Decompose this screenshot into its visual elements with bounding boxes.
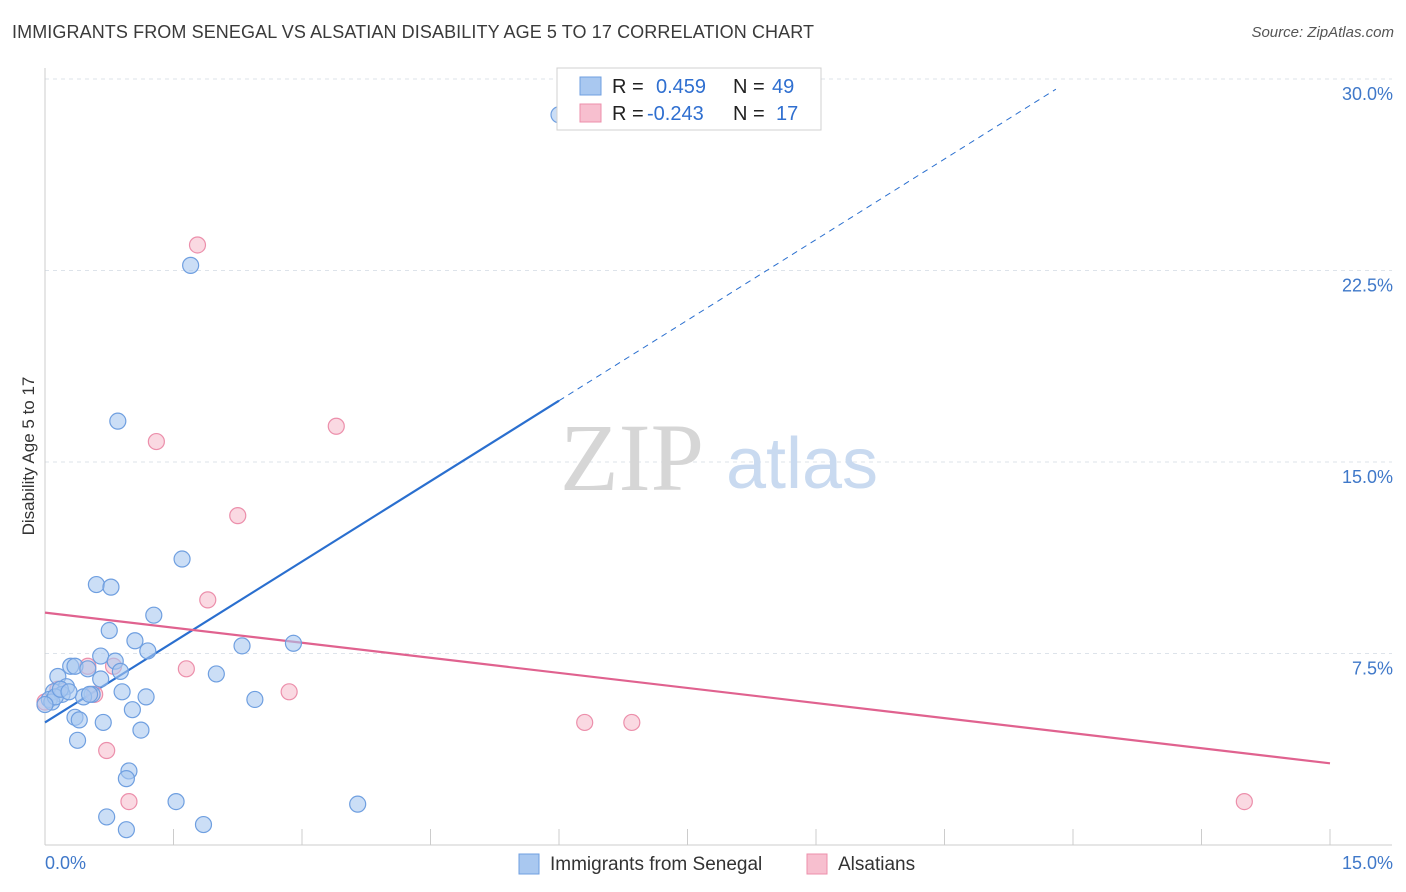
x-tick-label: 15.0% — [1342, 853, 1393, 873]
point-senegal — [70, 711, 88, 729]
point-senegal — [102, 578, 120, 596]
point-senegal — [36, 695, 54, 714]
point-senegal — [117, 770, 135, 788]
point-senegal — [207, 665, 225, 683]
watermark-atlas: atlas — [726, 424, 878, 504]
point-alsatian — [229, 507, 247, 525]
point-senegal — [194, 815, 213, 834]
point-senegal — [87, 575, 106, 594]
point-senegal — [109, 412, 127, 430]
watermark-zip: ZIP — [560, 404, 704, 511]
point-alsatian — [623, 713, 641, 732]
point-senegal — [145, 606, 163, 624]
point-senegal — [60, 683, 78, 701]
legend-r-value-pink: -0.243 — [647, 103, 704, 125]
watermark: ZIP atlas — [560, 404, 878, 511]
trend-line-senegal-extension — [558, 88, 1057, 402]
point-senegal — [233, 637, 251, 655]
legend-n-label: N = — [733, 103, 765, 125]
legend-r-value-blue: 0.459 — [656, 76, 706, 98]
point-senegal — [80, 685, 99, 703]
point-alsatian — [98, 741, 116, 760]
point-senegal — [111, 662, 129, 680]
series-legend-label-blue: Immigrants from Senegal — [550, 854, 762, 875]
point-senegal — [113, 683, 131, 701]
point-senegal — [92, 647, 110, 665]
trend-line-alsatians — [44, 611, 1331, 765]
point-senegal — [132, 721, 150, 739]
legend-n-label: N = — [733, 76, 765, 98]
y-tick-label: 22.5% — [1342, 276, 1393, 296]
point-senegal — [92, 670, 110, 688]
point-senegal — [246, 690, 264, 709]
point-senegal — [349, 795, 367, 813]
point-senegal — [100, 621, 118, 640]
point-senegal — [94, 713, 112, 732]
point-alsatian — [280, 683, 298, 701]
x-tick-label: 0.0% — [45, 853, 86, 873]
series-legend-swatch-pink — [806, 853, 828, 875]
point-alsatian — [177, 660, 195, 678]
legend-n-value-blue: 49 — [772, 76, 794, 98]
trend-line-senegal — [44, 399, 560, 724]
point-senegal — [123, 701, 141, 719]
point-alsatian — [576, 713, 594, 732]
series-legend: Immigrants from Senegal Alsatians — [518, 853, 915, 875]
point-alsatian — [147, 432, 165, 451]
point-senegal — [137, 688, 155, 706]
data-points — [36, 106, 1253, 839]
point-senegal — [117, 821, 135, 839]
chart-title: IMMIGRANTS FROM SENEGAL VS ALSATIAN DISA… — [12, 22, 815, 42]
point-alsatian — [188, 236, 207, 254]
point-senegal — [139, 642, 157, 660]
point-senegal — [284, 634, 303, 652]
legend-swatch-pink — [579, 103, 602, 123]
point-senegal — [98, 808, 116, 826]
point-alsatian — [120, 792, 138, 811]
source-label: Source: ZipAtlas.com — [1251, 24, 1394, 41]
axes — [44, 68, 1392, 846]
y-axis-label: Disability Age 5 to 17 — [19, 377, 38, 536]
point-senegal — [173, 550, 191, 568]
y-tick-label: 7.5% — [1352, 659, 1393, 679]
legend-swatch-blue — [579, 76, 602, 96]
legend-r-label: R = — [612, 103, 644, 125]
point-senegal — [167, 792, 185, 811]
point-senegal — [79, 660, 97, 678]
series-legend-swatch-blue — [518, 853, 540, 875]
tick-labels: 7.5% 15.0% 22.5% 30.0% 0.0% 15.0% — [45, 84, 1393, 873]
point-alsatian — [199, 591, 217, 609]
point-alsatian — [1235, 792, 1253, 811]
y-tick-label: 15.0% — [1342, 467, 1393, 487]
gridlines — [45, 78, 1392, 654]
point-alsatian — [327, 417, 345, 435]
legend-r-label: R = — [612, 76, 644, 98]
point-senegal — [182, 256, 200, 274]
trend-lines — [44, 88, 1331, 765]
series-legend-label-pink: Alsatians — [838, 854, 915, 875]
legend-n-value-pink: 17 — [776, 103, 798, 125]
y-tick-label: 30.0% — [1342, 84, 1393, 104]
stats-legend: R = 0.459 N = 49 R = -0.243 N = 17 — [556, 67, 822, 131]
point-senegal — [68, 731, 87, 749]
point-senegal — [126, 632, 144, 650]
